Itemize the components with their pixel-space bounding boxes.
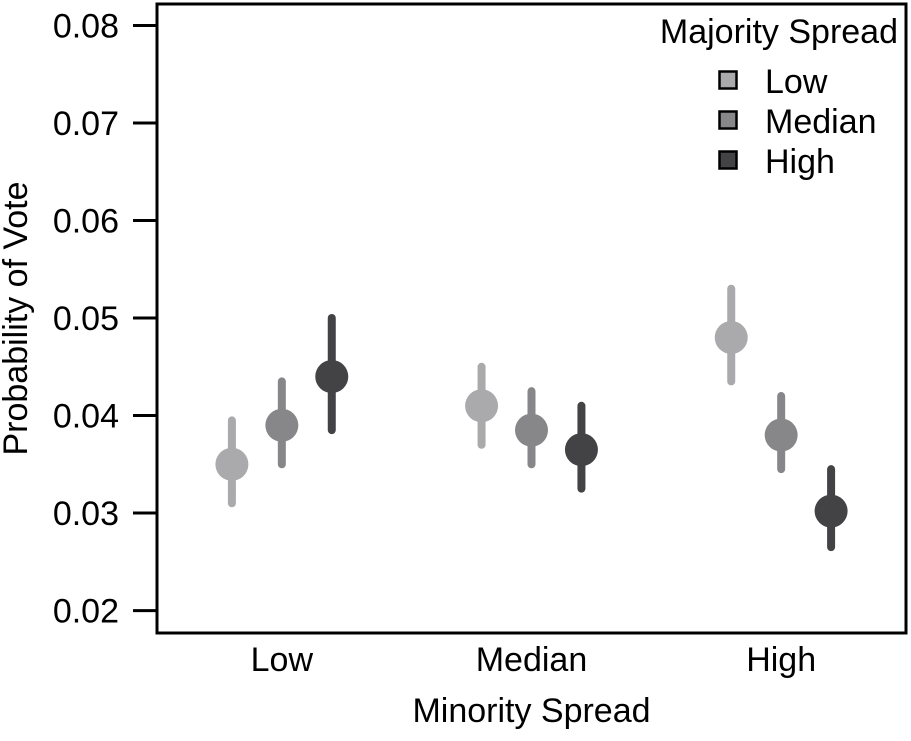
data-point: [764, 418, 798, 452]
data-point: [564, 433, 598, 467]
y-tick-label: 0.08: [53, 7, 119, 45]
x-tick-label: Low: [251, 641, 314, 679]
legend-swatch: [718, 110, 738, 130]
data-point: [265, 408, 299, 442]
y-tick-label: 0.03: [53, 495, 119, 533]
x-axis-title: Minority Spread: [412, 692, 650, 730]
y-tick-label: 0.05: [53, 300, 119, 338]
y-tick-label: 0.06: [53, 202, 119, 240]
data-point: [714, 321, 748, 355]
x-tick-label: High: [746, 641, 816, 679]
legend-item-label: Median: [765, 103, 877, 141]
legend-swatch: [718, 150, 738, 170]
y-tick-label: 0.07: [53, 105, 119, 143]
data-point: [215, 447, 249, 481]
data-point: [315, 360, 349, 394]
legend-swatch: [718, 70, 738, 90]
legend-item-label: Low: [765, 63, 828, 101]
data-point: [515, 413, 548, 447]
data-point: [814, 494, 848, 528]
data-point: [465, 389, 499, 423]
y-tick-label: 0.04: [53, 398, 119, 436]
legend-title: Majority Spread: [660, 13, 898, 51]
y-tick-label: 0.02: [53, 593, 119, 631]
legend-item-label: High: [765, 143, 835, 181]
y-axis-title: Probability of Vote: [0, 181, 35, 455]
x-tick-label: Median: [476, 641, 588, 679]
